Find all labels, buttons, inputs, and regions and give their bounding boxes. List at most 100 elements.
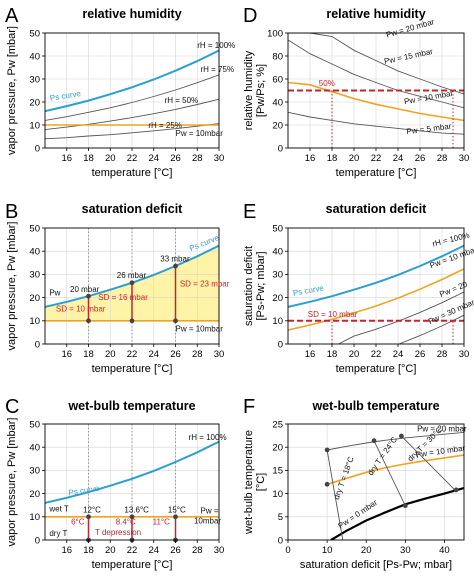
y-tick-label: 10 xyxy=(29,316,40,327)
x-tick-label: 30 xyxy=(400,545,411,556)
y-tick-label: 40 xyxy=(29,51,40,62)
annotation-label: Pw = 10 mbar xyxy=(429,245,474,271)
x-tick-label: 16 xyxy=(305,153,316,164)
x-tick-label: 0 xyxy=(285,545,290,556)
data-point xyxy=(86,293,91,299)
series-line xyxy=(288,81,464,122)
annotation-label: rH = 100% xyxy=(189,433,227,442)
y-tick-label: 0 xyxy=(278,339,283,350)
annotation-label: dry T xyxy=(49,529,67,538)
x-tick-label: 18 xyxy=(327,349,338,360)
x-tick-label: 22 xyxy=(127,545,138,556)
data-point xyxy=(402,503,408,509)
series-line xyxy=(288,111,464,135)
annotation-label: Ps curve xyxy=(68,484,101,498)
x-tick-label: 30 xyxy=(214,349,225,360)
annotation-label: 8.4°C xyxy=(116,518,136,527)
y-axis-label: vapor pressure, Pw [mbar] xyxy=(6,26,18,155)
series-line xyxy=(326,454,464,486)
series-line xyxy=(288,33,464,95)
x-tick-label: 26 xyxy=(415,153,426,164)
y-axis-label-line: [°C] xyxy=(255,473,267,491)
panel-letter: F xyxy=(243,396,255,418)
annotation-label: 33 mbar xyxy=(160,254,190,263)
y-axis-label-line: wet-bulb temperature xyxy=(243,430,255,535)
y-tick-label: 25 xyxy=(272,419,283,430)
annotation-label: 15°C xyxy=(168,506,186,515)
data-point xyxy=(371,438,377,444)
x-tick-label: 28 xyxy=(437,349,448,360)
data-point xyxy=(129,318,135,324)
y-tick-label: 0 xyxy=(35,535,40,546)
x-tick-label: 24 xyxy=(148,349,159,360)
data-point xyxy=(86,514,91,520)
y-tick-label: 5 xyxy=(278,512,283,523)
y-tick-label: 40 xyxy=(272,97,283,108)
x-axis-label: saturation deficit [Ps-Pw; mbar] xyxy=(300,559,452,571)
series-line xyxy=(288,244,464,308)
annotation-label: 20 mbar xyxy=(70,285,100,294)
y-tick-label: 20 xyxy=(272,293,283,304)
y-axis-label: saturation deficit[Ps-Pw; mbar] xyxy=(243,246,267,326)
data-point xyxy=(453,487,459,493)
panel-letter: B xyxy=(5,201,18,223)
x-tick-label: 30 xyxy=(459,349,470,360)
y-tick-label: 20 xyxy=(272,443,283,454)
x-tick-label: 26 xyxy=(170,545,181,556)
data-point xyxy=(173,263,178,269)
x-tick-label: 18 xyxy=(83,545,94,556)
y-tick-label: 20 xyxy=(29,97,40,108)
x-tick-label: 28 xyxy=(437,153,448,164)
chart-title: relative humidity xyxy=(326,7,425,21)
y-axis-label-line: relative humidity xyxy=(243,50,255,130)
x-tick-label: 26 xyxy=(170,349,181,360)
y-tick-label: 20 xyxy=(29,293,40,304)
data-point xyxy=(86,318,91,324)
x-tick-label: 26 xyxy=(170,153,181,164)
y-tick-label: 10 xyxy=(272,316,283,327)
data-point xyxy=(173,318,178,324)
annotation-label: 10mbar xyxy=(194,516,221,525)
y-axis-label: relative humidity[Pw/Ps; %] xyxy=(243,50,267,130)
y-tick-label: 60 xyxy=(272,74,283,85)
y-tick-label: 0 xyxy=(278,143,283,154)
annotation-label: 12°C xyxy=(83,506,101,515)
x-axis-label: temperature [°C] xyxy=(336,363,417,375)
series-line xyxy=(326,449,344,540)
y-tick-label: 10 xyxy=(272,489,283,500)
y-tick-label: 50 xyxy=(29,28,40,39)
annotation-label: Ps curve xyxy=(49,89,82,103)
y-tick-label: 15 xyxy=(272,466,283,477)
y-tick-label: 0 xyxy=(278,535,283,546)
plot-frame xyxy=(287,423,465,541)
y-tick-label: 30 xyxy=(29,270,40,281)
y-tick-label: 30 xyxy=(272,270,283,281)
annotation-label: wet T xyxy=(48,504,69,513)
panel-letter: D xyxy=(243,5,257,27)
annotation-label: rH = 75% xyxy=(201,65,235,74)
x-tick-label: 22 xyxy=(127,153,138,164)
data-point xyxy=(324,447,330,453)
annotation-label: Pw = 5 mbar xyxy=(406,122,452,136)
y-tick-label: 50 xyxy=(272,223,283,234)
chart-title: wet-bulb temperature xyxy=(311,399,439,413)
annotation-label: Pw = 20 mbar xyxy=(417,424,467,433)
data-point xyxy=(173,514,178,520)
x-tick-label: 10 xyxy=(322,545,333,556)
series-line xyxy=(45,49,219,113)
x-tick-label: 30 xyxy=(214,153,225,164)
x-tick-label: 28 xyxy=(192,349,203,360)
x-tick-label: 26 xyxy=(415,349,426,360)
y-tick-label: 10 xyxy=(29,120,40,131)
annotation-label: 50% xyxy=(319,79,335,88)
series-line xyxy=(288,39,464,109)
chart-title: relative humidity xyxy=(82,7,181,21)
annotation-label: Pw = 15 mbar xyxy=(383,47,434,66)
y-tick-label: 40 xyxy=(29,443,40,454)
y-tick-label: 40 xyxy=(272,247,283,258)
